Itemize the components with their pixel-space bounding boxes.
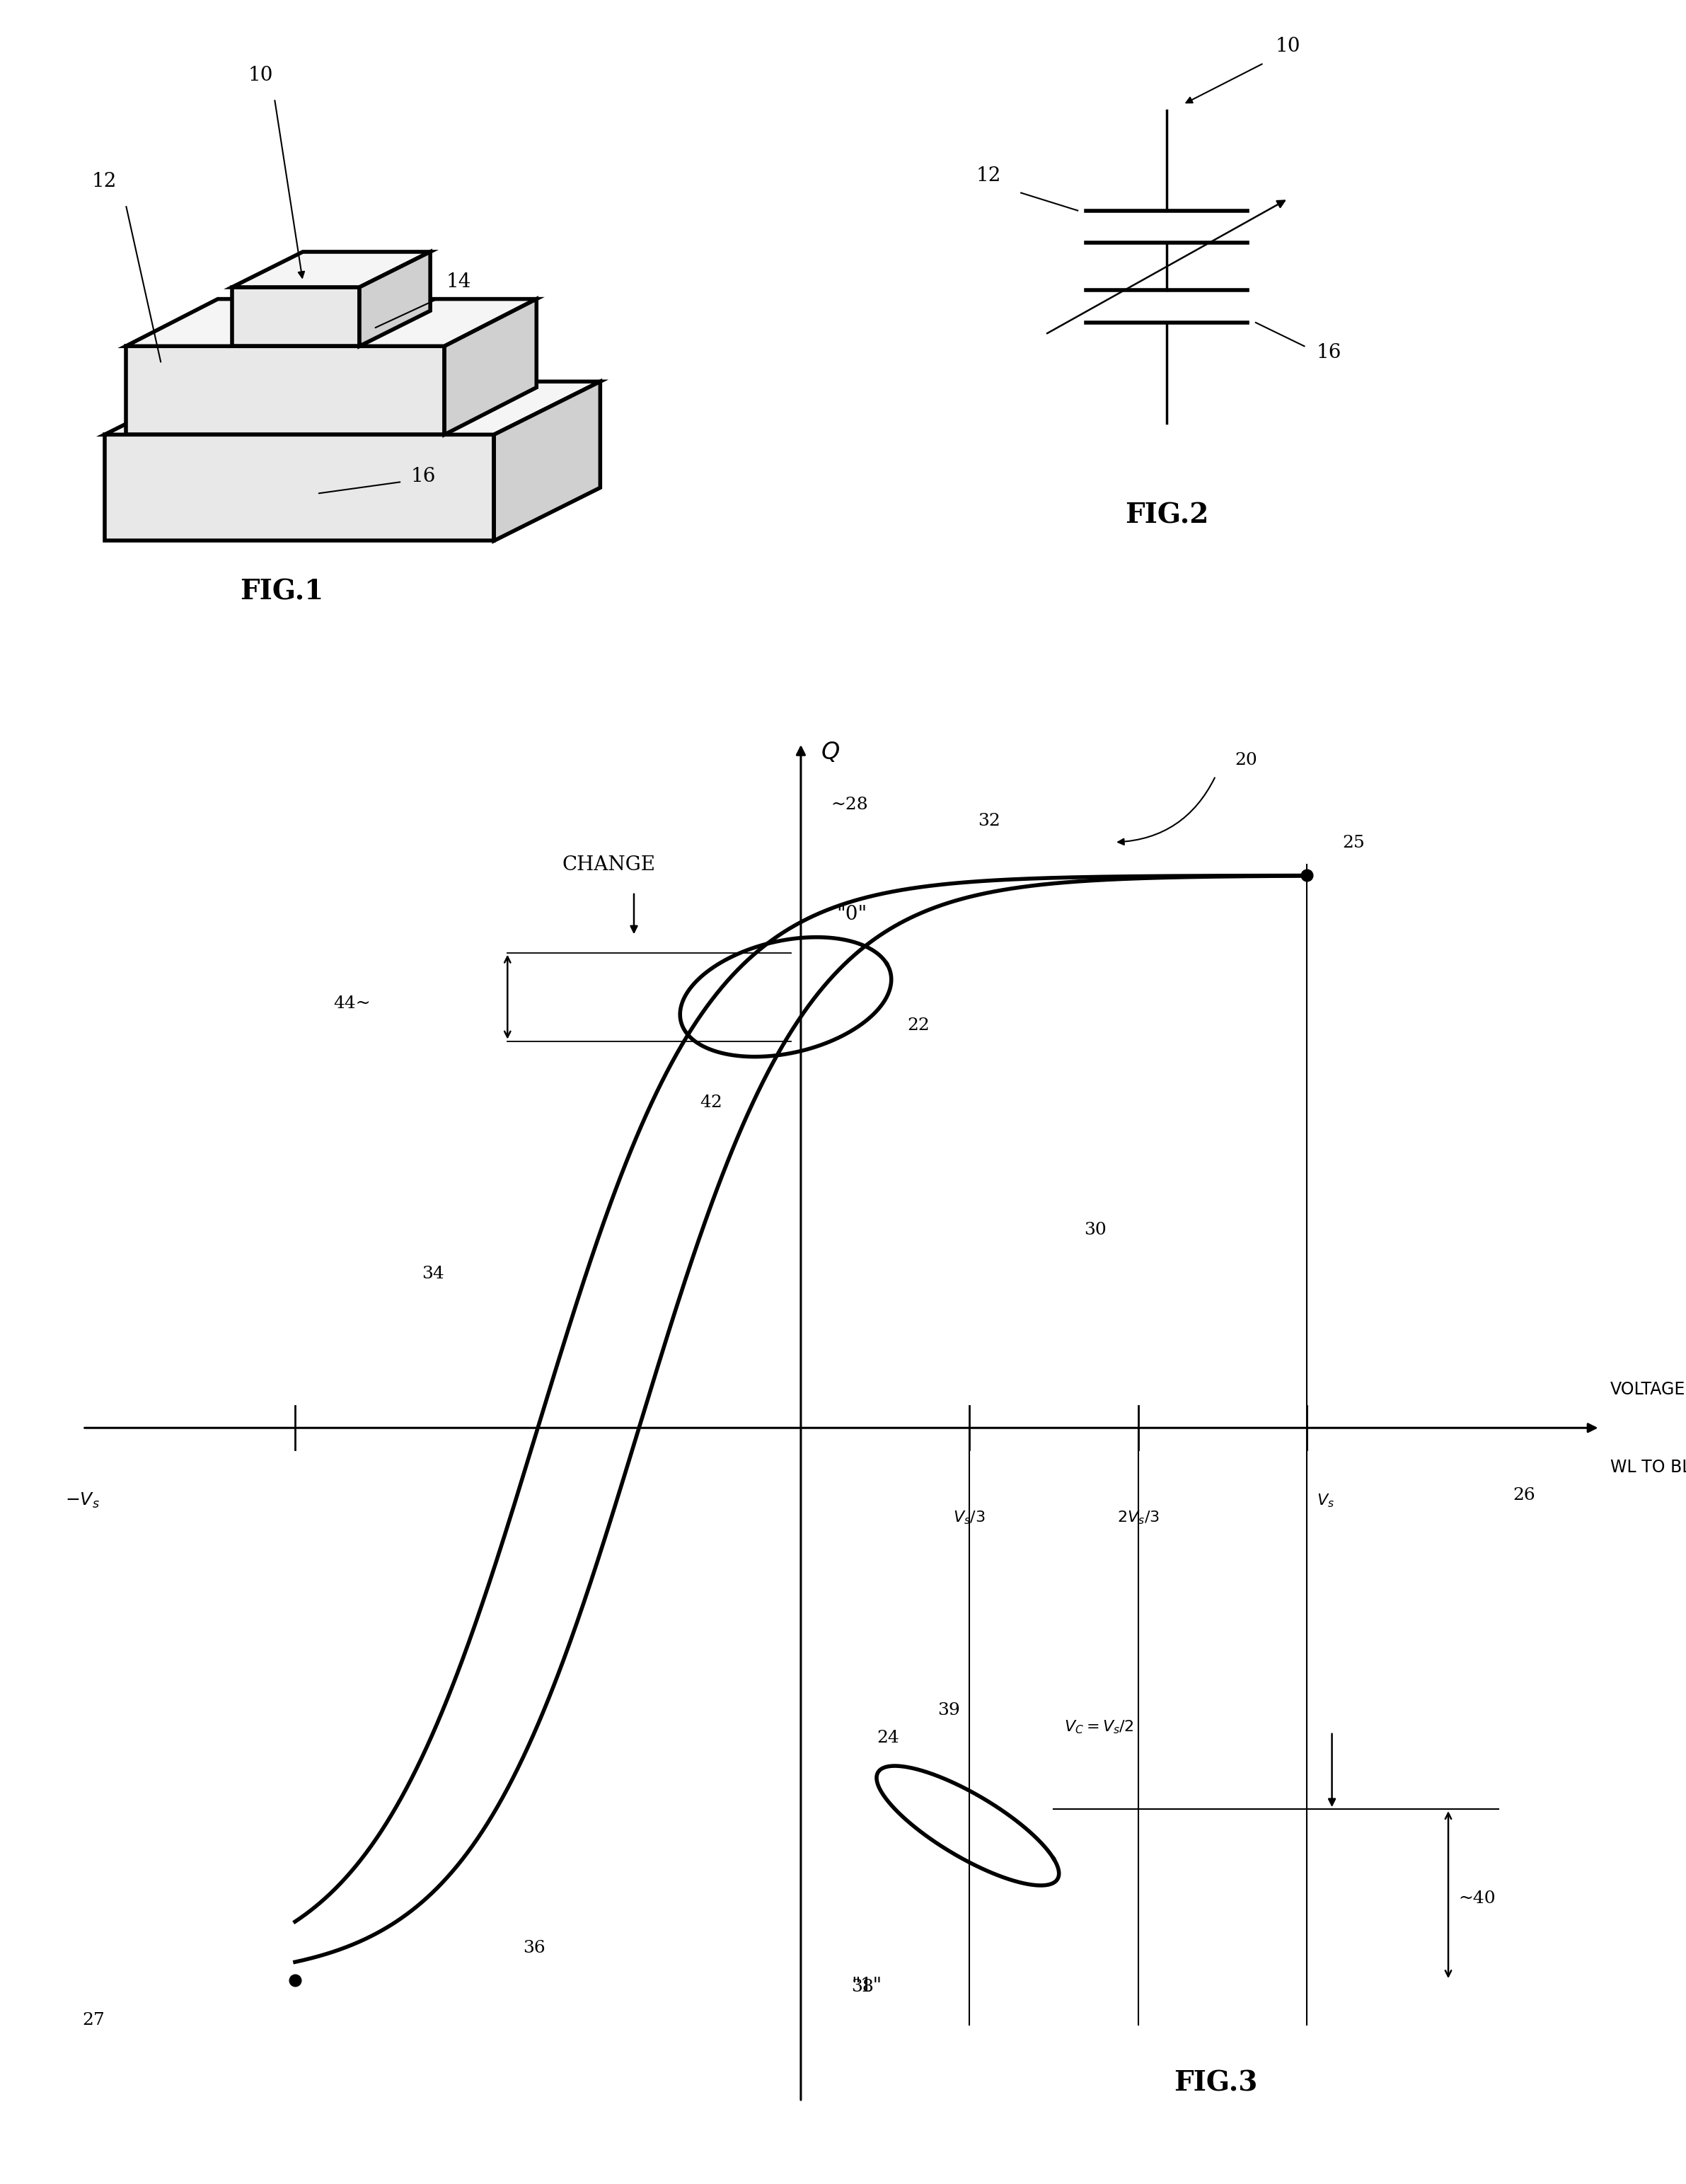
Text: 26: 26 [1512, 1487, 1536, 1503]
Text: $2V_s/3$: $2V_s/3$ [1116, 1509, 1160, 1527]
Text: $V_s$: $V_s$ [1317, 1492, 1334, 1509]
Polygon shape [233, 286, 359, 345]
Text: 30: 30 [1084, 1221, 1106, 1238]
Text: 32: 32 [978, 812, 1000, 830]
Text: 25: 25 [1342, 834, 1364, 852]
Text: 12: 12 [976, 166, 1001, 186]
Text: VOLTAGE: VOLTAGE [1610, 1380, 1686, 1398]
Text: 10: 10 [248, 66, 273, 85]
Text: FIG.3: FIG.3 [1173, 2070, 1258, 2097]
Polygon shape [445, 299, 536, 435]
Polygon shape [233, 251, 430, 286]
Text: 36: 36 [523, 1939, 545, 1957]
Text: 39: 39 [937, 1704, 959, 1719]
Text: $V_C = V_s/2$: $V_C = V_s/2$ [1064, 1719, 1133, 1736]
Text: ~28: ~28 [831, 797, 868, 812]
Text: "0": "0" [836, 904, 867, 924]
Polygon shape [105, 435, 494, 542]
Text: 14: 14 [447, 273, 470, 290]
Text: ~40: ~40 [1458, 1891, 1495, 1907]
Text: 12: 12 [93, 173, 116, 192]
Polygon shape [126, 345, 445, 435]
Polygon shape [359, 251, 430, 345]
Polygon shape [105, 382, 600, 435]
Text: 20: 20 [1234, 751, 1258, 769]
Text: CHANGE: CHANGE [561, 854, 656, 874]
Text: "1": "1" [851, 1977, 882, 1996]
Text: FIG.2: FIG.2 [1125, 502, 1209, 529]
Text: 44~: 44~ [334, 996, 371, 1011]
Text: WL TO BL: WL TO BL [1610, 1459, 1686, 1476]
Polygon shape [126, 299, 536, 345]
Text: 16: 16 [411, 467, 435, 487]
Text: 38: 38 [851, 1979, 873, 1994]
Text: 42: 42 [700, 1094, 722, 1112]
Text: $V_s/3$: $V_s/3$ [953, 1509, 986, 1527]
Text: 27: 27 [83, 2011, 105, 2029]
Text: FIG.1: FIG.1 [239, 579, 324, 605]
Text: 10: 10 [1276, 37, 1300, 55]
Polygon shape [494, 382, 600, 542]
Text: $-V_s$: $-V_s$ [66, 1492, 99, 1509]
Text: 22: 22 [907, 1018, 929, 1033]
Text: 34: 34 [422, 1267, 443, 1282]
Text: Q: Q [821, 740, 840, 764]
Text: 24: 24 [877, 1730, 899, 1747]
Text: 16: 16 [1317, 343, 1340, 363]
